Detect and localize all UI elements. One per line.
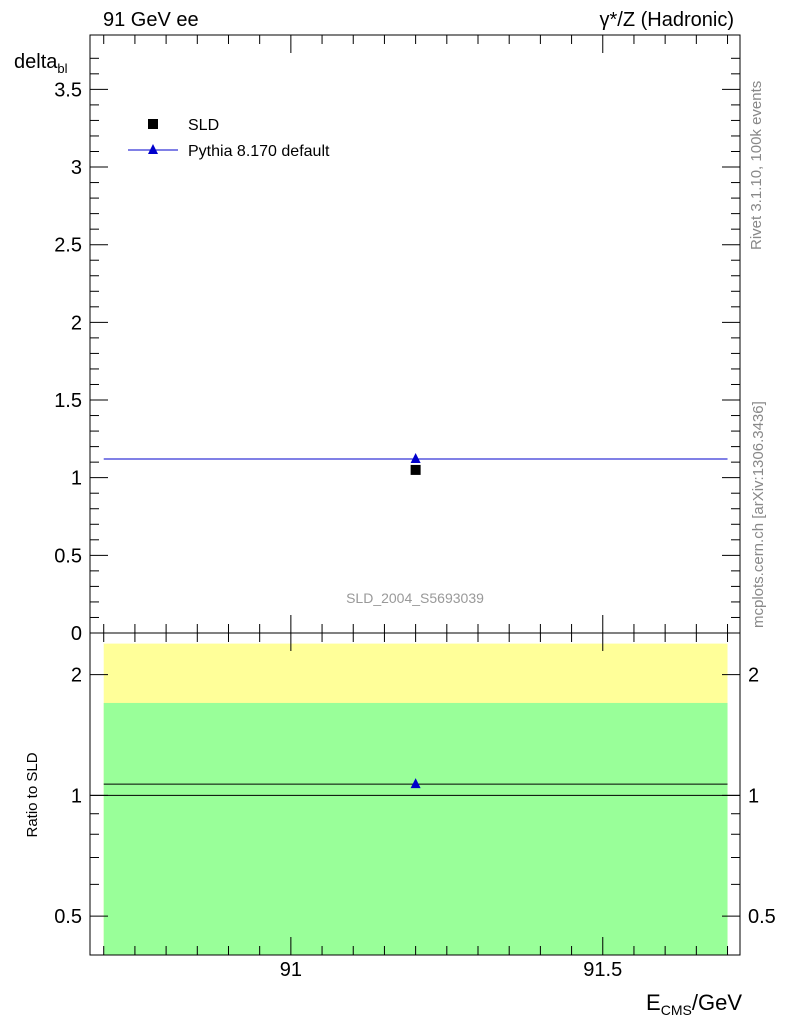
y-tick-label: 2.5 <box>54 235 82 257</box>
ratio-band-green <box>103 702 728 955</box>
side-label-bottom: mcplots.cern.ch [arXiv:1306.3436] <box>750 401 767 628</box>
ratio-tick-label: 0.5 <box>54 906 82 928</box>
ratio-tick-label-right: 2 <box>748 665 759 687</box>
y-tick-label: 1.5 <box>54 390 82 412</box>
legend-label-mc: Pythia 8.170 default <box>188 143 330 160</box>
data-point-mc <box>410 453 421 464</box>
title-left: 91 GeV ee <box>103 9 199 31</box>
x-tick-label: 91 <box>280 959 302 981</box>
legend-label-sld: SLD <box>188 117 219 134</box>
x-axis-label: ECMS/GeV <box>646 990 742 1018</box>
y-tick-label: 2 <box>71 312 82 334</box>
side-label-top: Rivet 3.1.10, 100k events <box>748 81 765 250</box>
y-tick-label: 0.5 <box>54 545 82 567</box>
legend: SLD Pythia 8.170 default <box>128 117 330 160</box>
ratio-y-label: Ratio to SLD <box>24 752 41 837</box>
title-right: γ*/Z (Hadronic) <box>600 9 734 31</box>
x-tick-label: 91.5 <box>583 959 622 981</box>
y-tick-label: 3.5 <box>54 79 82 101</box>
y-tick-label: 1 <box>71 468 82 490</box>
ratio-frame <box>89 632 741 956</box>
ratio-point-mc <box>410 778 421 789</box>
ratio-tick-label: 1 <box>71 785 82 807</box>
analysis-id: SLD_2004_S5693039 <box>346 590 484 606</box>
y-axis-label: deltabl <box>14 51 68 76</box>
ratio-tick-label-right: 1 <box>748 785 759 807</box>
y-tick-label: 0 <box>71 623 82 645</box>
legend-marker-mc <box>148 144 158 154</box>
legend-marker-sld <box>148 119 158 129</box>
data-point-sld <box>410 464 421 475</box>
y-tick-label: 3 <box>71 157 82 179</box>
ratio-tick-label: 2 <box>71 665 82 687</box>
ratio-tick-label-right: 0.5 <box>748 906 776 928</box>
